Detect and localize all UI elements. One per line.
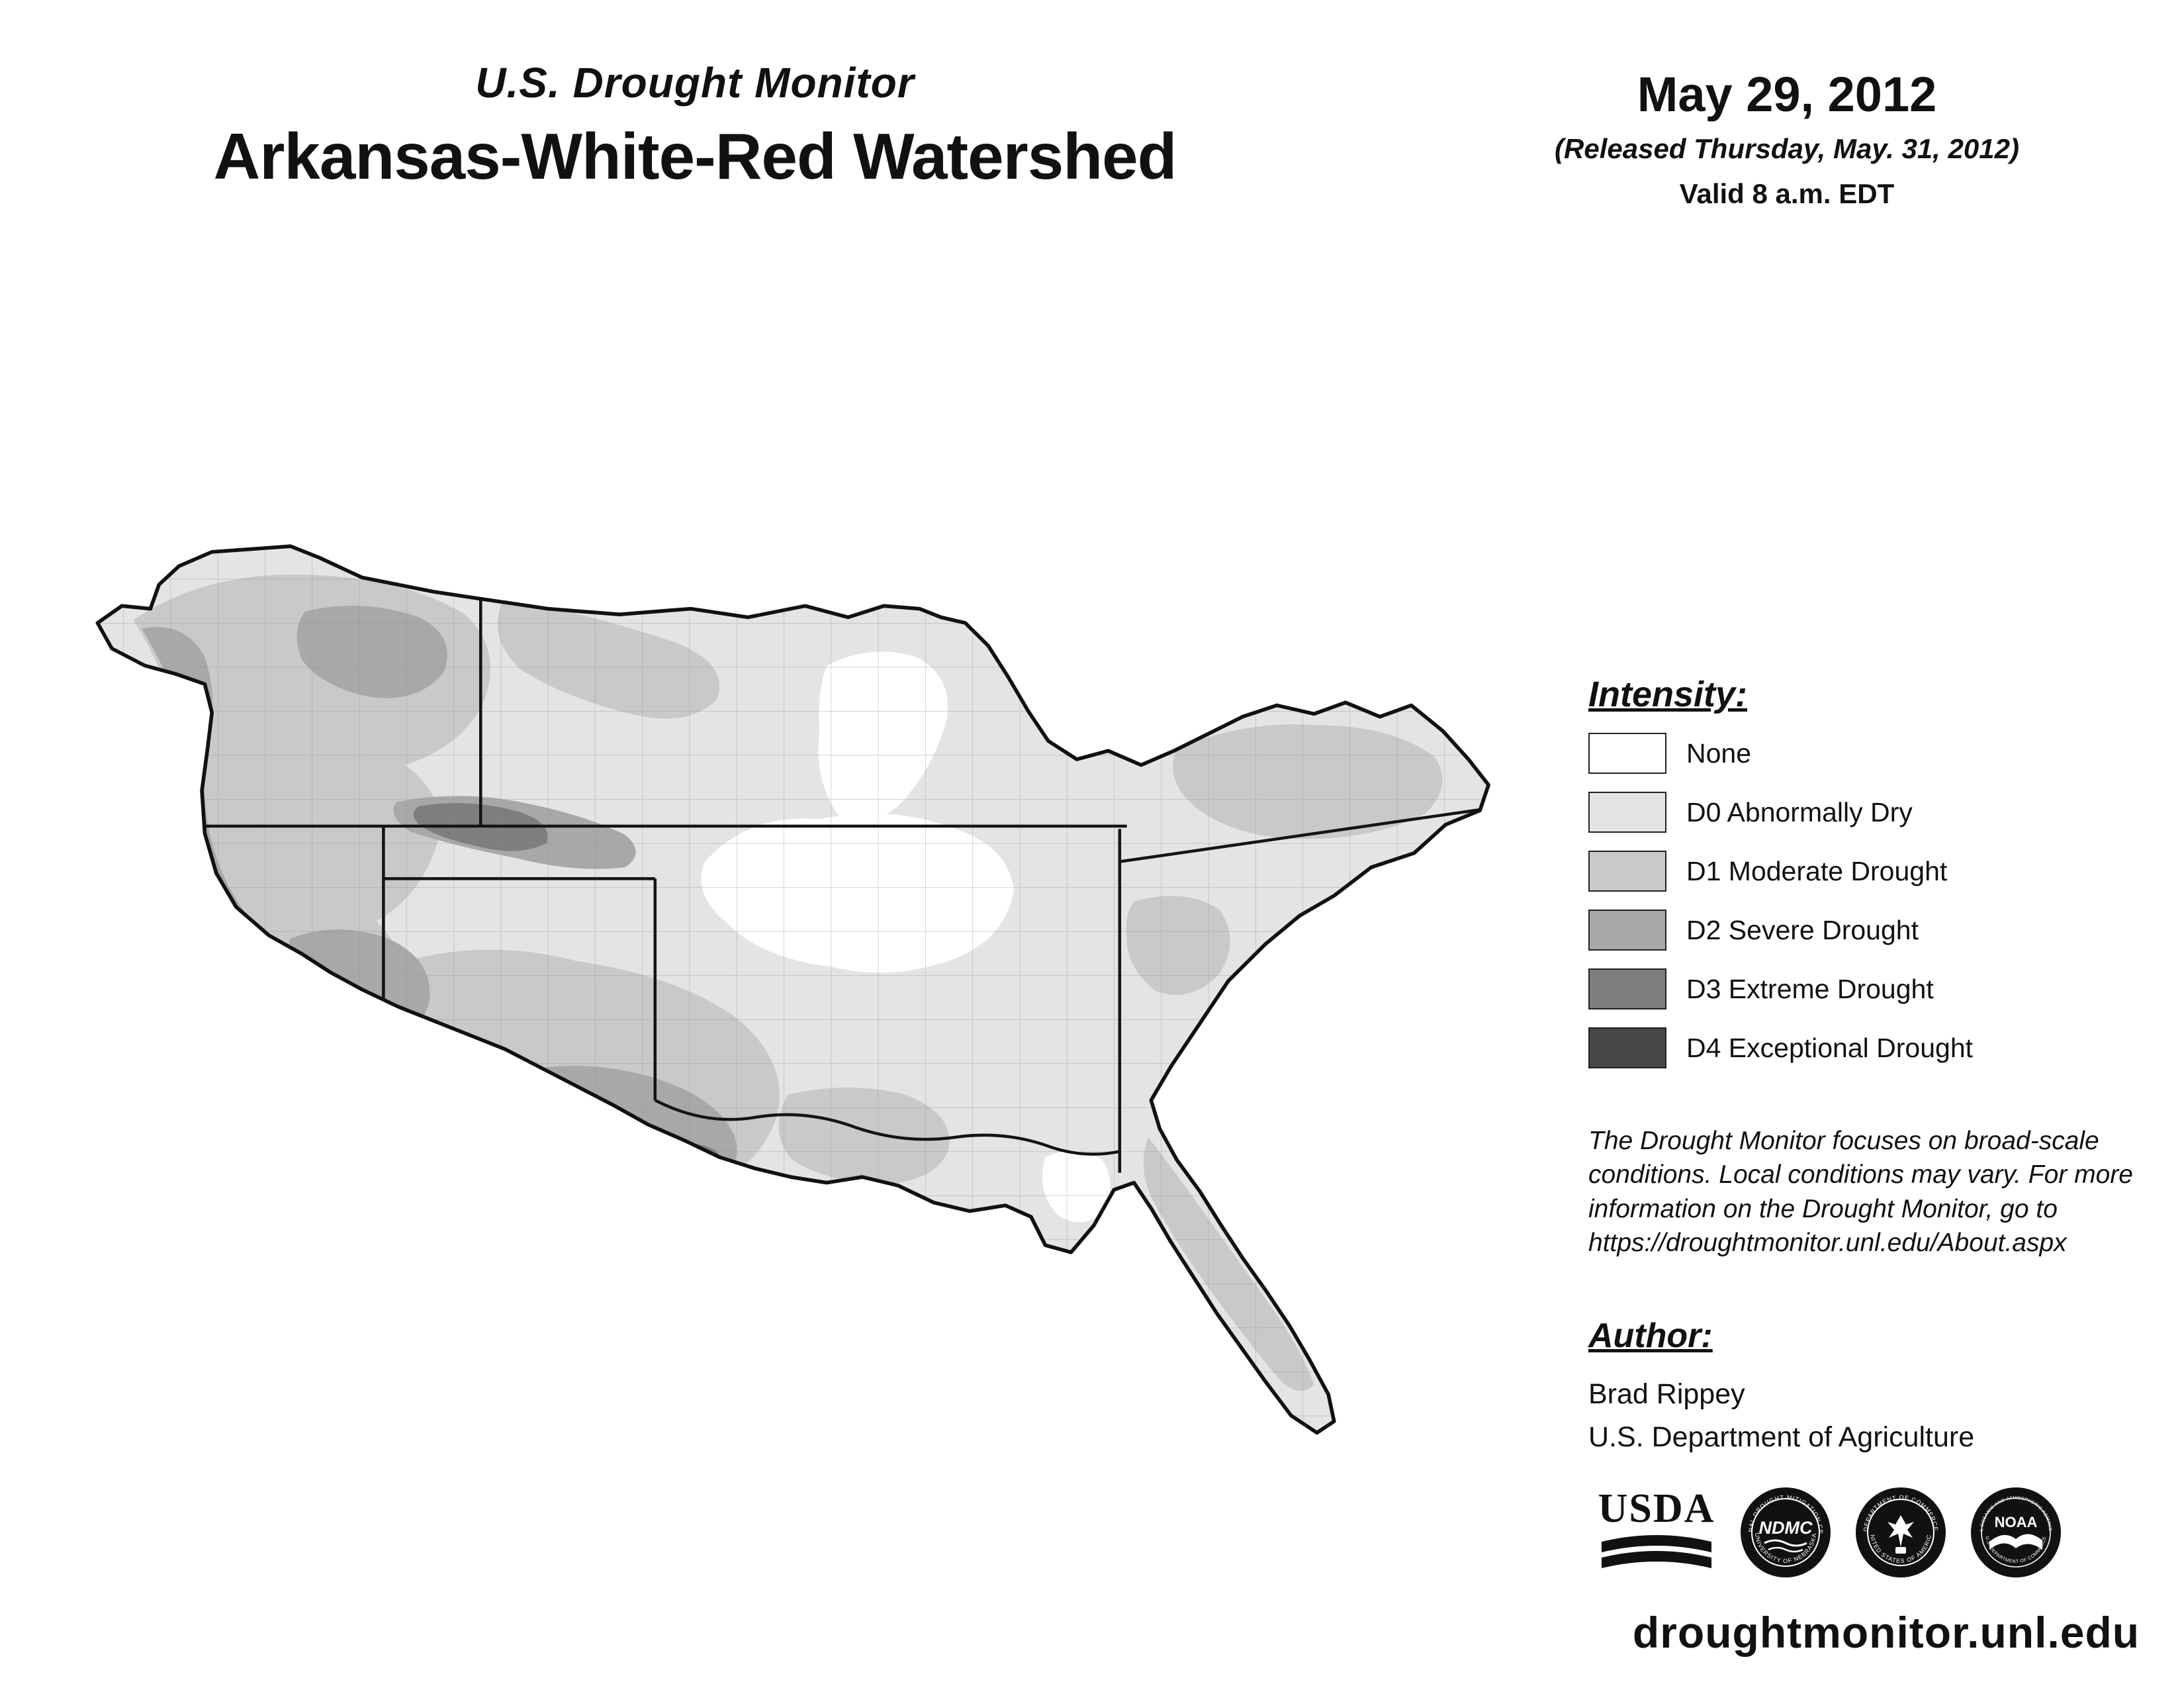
legend-label-d4: D4 Exceptional Drought [1686, 1032, 1974, 1063]
noaa-logo-text: NOAA [1995, 1514, 2038, 1530]
watershed-outline [95, 544, 1490, 1435]
legend-label-d3: D3 Extreme Drought [1686, 973, 1934, 1004]
state-boundaries [205, 598, 1484, 1173]
legend-swatch-d1 [1588, 851, 1666, 892]
agency-logo-row: USDA NATIONAL DROUGHT MITIGATION CENTER … [1596, 1483, 2184, 1582]
legend-row-d0: D0 Abnormally Dry [1588, 792, 2158, 833]
drought-map [76, 535, 1506, 1458]
legend-row-d4: D4 Exceptional Drought [1588, 1027, 2158, 1068]
noaa-logo: NATIONAL OCEANIC AND ATMOSPHERIC ADMINIS… [1970, 1486, 2061, 1577]
site-url: droughtmonitor.unl.edu [1632, 1608, 2140, 1657]
d4-region-spot [588, 1143, 636, 1185]
valid-time: Valid 8 a.m. EDT [1679, 178, 1895, 209]
legend-row-d3: D3 Extreme Drought [1588, 968, 2158, 1009]
legend: Intensity: None D0 Abnormally Dry D1 Mod… [1588, 674, 2158, 1068]
commerce-eagle-icon [1888, 1515, 1914, 1554]
ndmc-logo-text: NDMC [1759, 1518, 1813, 1538]
usda-logo-text: USDA [1598, 1486, 1715, 1531]
legend-swatch-d3 [1588, 968, 1666, 1009]
legend-swatch-d4 [1588, 1027, 1666, 1068]
legend-label-none: None [1686, 737, 1752, 769]
report-kicker: U.S. Drought Monitor [475, 59, 915, 107]
legend-row-d1: D1 Moderate Drought [1588, 851, 2158, 892]
legend-swatch-none [1588, 733, 1666, 774]
watershed-map-svg [95, 544, 1490, 1435]
map-date: May 29, 2012 [1637, 67, 1937, 122]
legend-row-none: None [1588, 733, 2158, 774]
usda-swoosh-icon [1602, 1535, 1711, 1568]
commerce-logo: DEPARTMENT OF COMMERCE UNITED STATES OF … [1854, 1486, 1946, 1577]
county-boundaries [97, 546, 1489, 1433]
disclaimer-text: The Drought Monitor focuses on broad-sca… [1588, 1127, 2133, 1258]
usda-logo: USDA [1596, 1485, 1717, 1579]
legend-swatch-d2 [1588, 910, 1666, 951]
legend-label-d1: D1 Moderate Drought [1686, 855, 1948, 886]
author-block: Author: Brad Rippey U.S. Department of A… [1588, 1316, 2184, 1454]
d3-region-spot3 [288, 998, 334, 1035]
legend-row-d2: D2 Severe Drought [1588, 910, 2158, 951]
noaa-bird-icon [1989, 1534, 2042, 1550]
released-date: (Released Thursday, May. 31, 2012) [1555, 133, 2019, 164]
author-heading: Author: [1588, 1317, 1713, 1355]
page-title: Arkansas-White-Red Watershed [213, 120, 1177, 193]
ndmc-logo: NATIONAL DROUGHT MITIGATION CENTER UNIVE… [1739, 1486, 1831, 1577]
date-block: May 29, 2012 (Released Thursday, May. 31… [1496, 66, 2078, 210]
author-org: U.S. Department of Agriculture [1588, 1421, 1975, 1453]
title-block: U.S. Drought Monitor Arkansas-White-Red … [40, 58, 1350, 194]
legend-swatch-d0 [1588, 792, 1666, 833]
legend-heading: Intensity: [1588, 675, 1748, 714]
author-name: Brad Rippey [1588, 1378, 1745, 1410]
legend-label-d2: D2 Severe Drought [1686, 914, 1919, 945]
legend-label-d0: D0 Abnormally Dry [1686, 796, 1913, 827]
d3-region-spot1 [571, 1123, 654, 1188]
